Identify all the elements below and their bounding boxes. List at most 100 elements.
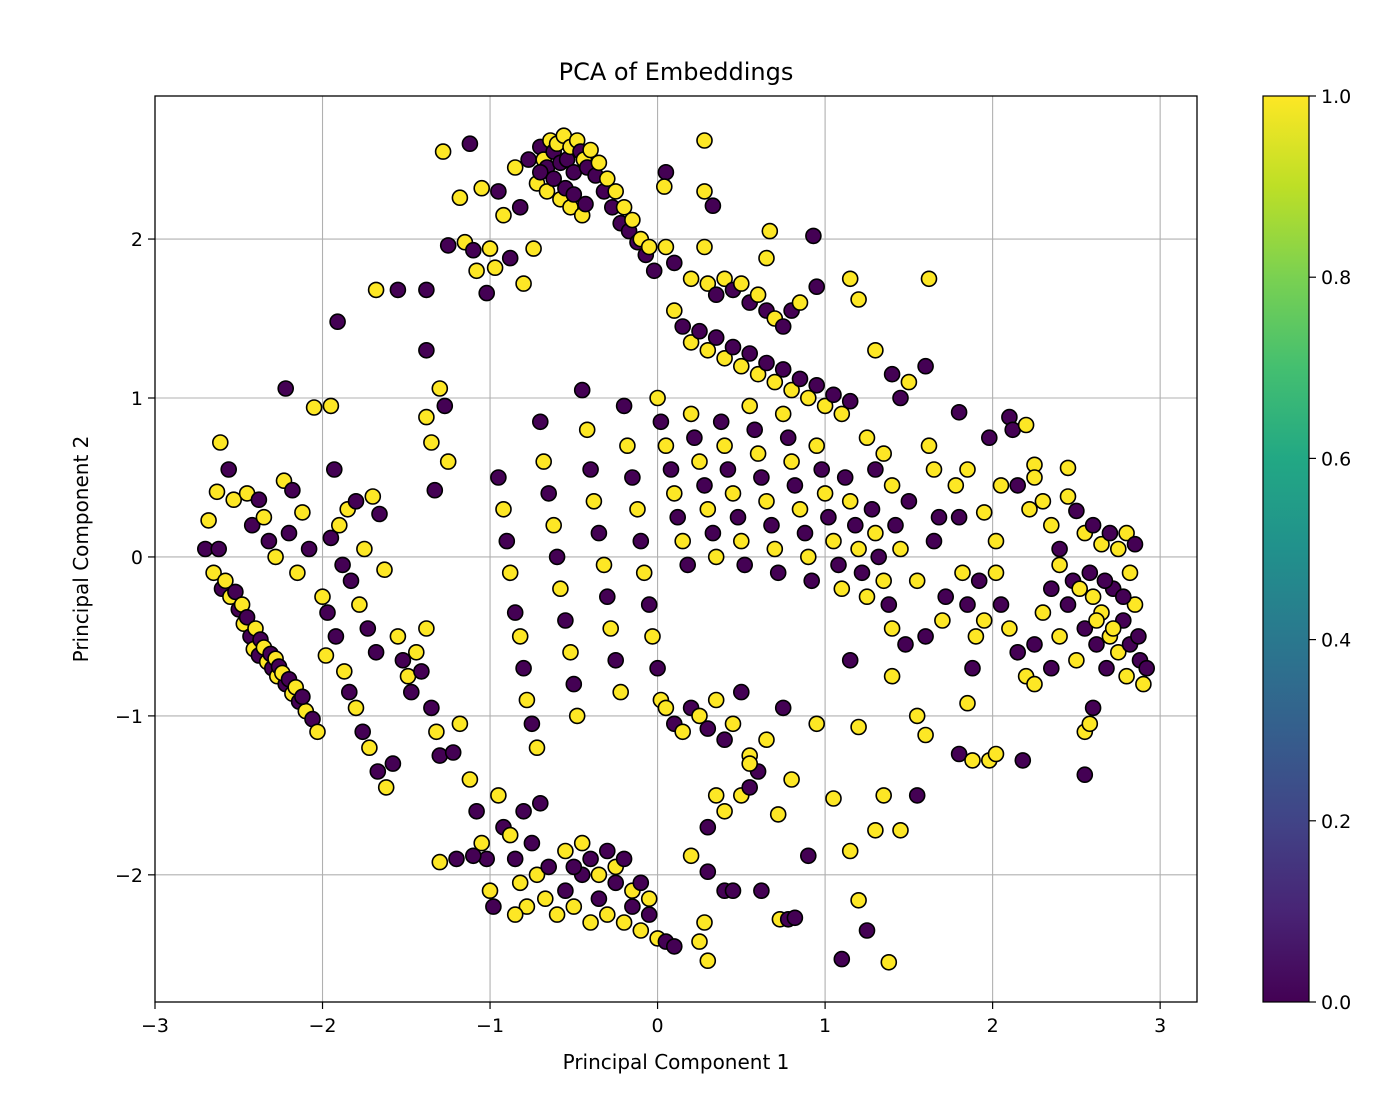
- data-point: [598, 842, 616, 860]
- data-point: [595, 556, 613, 574]
- data-point: [816, 397, 834, 415]
- data-point: [354, 723, 372, 741]
- data-point: [481, 240, 499, 257]
- data-point: [490, 469, 507, 486]
- data-point: [732, 683, 750, 701]
- data-point: [615, 199, 633, 216]
- y-tick-label: 0: [131, 547, 143, 569]
- data-point: [758, 492, 775, 510]
- data-point: [867, 524, 884, 542]
- data-point: [464, 241, 482, 259]
- data-point: [833, 950, 851, 968]
- data-point: [699, 863, 717, 881]
- data-point: [769, 806, 787, 823]
- data-point: [451, 715, 469, 733]
- data-point: [682, 847, 700, 865]
- data-point: [582, 461, 599, 478]
- y-tick-label: −1: [115, 706, 143, 728]
- data-point: [649, 659, 666, 677]
- data-point: [402, 683, 420, 701]
- data-point: [746, 421, 764, 439]
- data-point: [1088, 636, 1105, 653]
- data-point: [766, 373, 784, 391]
- data-point: [987, 532, 1005, 550]
- data-point: [712, 413, 730, 431]
- data-point: [992, 596, 1010, 613]
- data-point: [212, 434, 229, 451]
- data-point: [598, 588, 616, 606]
- data-point: [699, 500, 717, 518]
- data-point: [799, 548, 817, 566]
- data-point: [808, 278, 826, 296]
- data-point: [356, 540, 373, 558]
- data-point: [769, 564, 787, 582]
- data-point: [950, 508, 968, 526]
- data-point: [590, 890, 608, 908]
- data-point: [696, 477, 713, 494]
- data-point: [679, 556, 697, 574]
- data-point: [850, 891, 867, 909]
- data-point: [970, 572, 988, 590]
- data-point: [407, 643, 425, 661]
- y-tick-label: −2: [115, 865, 143, 887]
- data-point: [640, 596, 658, 613]
- data-point: [937, 588, 955, 606]
- data-point: [578, 421, 596, 439]
- data-point: [934, 612, 951, 629]
- data-point: [486, 259, 504, 277]
- data-point: [920, 437, 938, 455]
- data-point: [557, 882, 574, 900]
- data-point: [925, 532, 943, 550]
- data-point: [825, 386, 842, 404]
- data-point: [930, 508, 948, 526]
- data-point: [1093, 535, 1110, 553]
- data-point: [260, 532, 278, 550]
- data-point: [724, 715, 742, 733]
- data-point: [545, 516, 563, 534]
- data-point: [954, 564, 971, 582]
- data-point: [506, 159, 524, 176]
- data-point: [501, 249, 519, 267]
- data-point: [418, 281, 435, 299]
- data-point: [615, 914, 633, 931]
- data-point: [565, 675, 583, 693]
- data-point: [707, 329, 725, 346]
- data-point: [920, 270, 938, 288]
- colorbar: [1262, 95, 1310, 1003]
- data-point: [423, 434, 440, 451]
- data-point: [947, 477, 965, 494]
- data-point: [867, 821, 884, 839]
- data-point: [317, 647, 335, 664]
- data-point: [431, 747, 449, 764]
- data-point: [545, 170, 563, 187]
- data-point: [418, 341, 435, 359]
- data-point: [758, 249, 775, 267]
- x-tick-label: 3: [1154, 1015, 1166, 1037]
- data-point: [691, 453, 708, 470]
- data-point: [741, 397, 759, 415]
- data-point: [1034, 604, 1052, 621]
- data-point: [791, 500, 809, 518]
- data-point: [535, 453, 553, 470]
- data-point: [523, 834, 541, 852]
- y-tick-label: 1: [131, 388, 143, 410]
- data-point: [1088, 612, 1105, 629]
- data-point: [309, 723, 326, 741]
- data-point: [461, 135, 479, 152]
- data-point: [428, 723, 445, 741]
- data-point: [699, 952, 717, 970]
- data-point: [478, 850, 496, 868]
- y-axis-ticks: −2 −1 0 1 2: [115, 229, 155, 887]
- data-point: [959, 596, 976, 613]
- data-point: [917, 726, 934, 744]
- data-point: [657, 238, 675, 256]
- data-point: [434, 143, 452, 160]
- data-point: [624, 211, 641, 229]
- data-point: [1043, 516, 1060, 534]
- data-point: [359, 620, 377, 637]
- data-point: [364, 488, 382, 505]
- data-point: [1138, 659, 1155, 677]
- data-point: [686, 429, 703, 447]
- data-point: [883, 365, 901, 383]
- data-point: [238, 608, 256, 626]
